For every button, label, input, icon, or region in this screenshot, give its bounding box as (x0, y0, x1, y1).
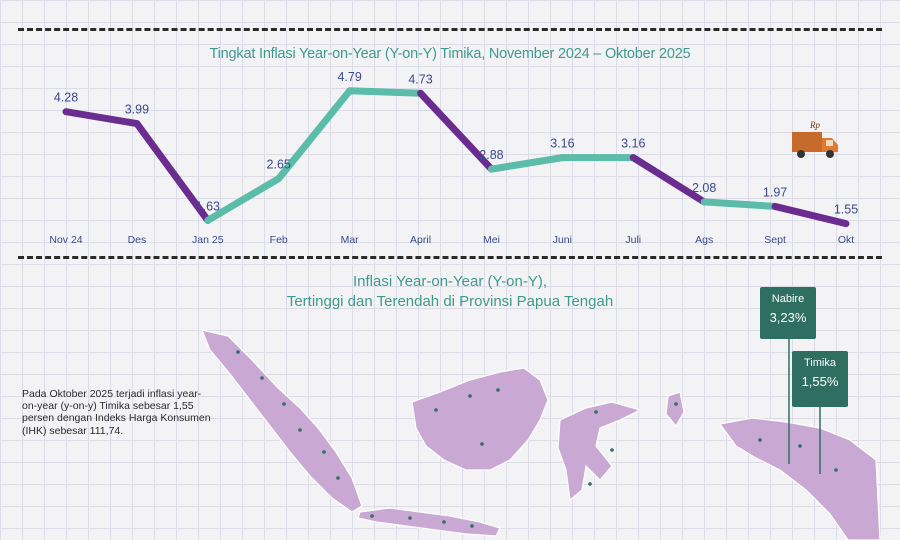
callout-nabire-value: 3,23% (769, 310, 807, 325)
data-label: 2.88 (479, 148, 503, 162)
map-title-line2: Tertinggi dan Terendah di Provinsi Papua… (286, 293, 614, 310)
line-segment (771, 202, 850, 228)
city-dot (496, 388, 500, 392)
callout-nabire-name: Nabire (771, 293, 805, 305)
line-segment (133, 120, 212, 224)
data-label: 4.79 (337, 70, 361, 84)
city-dot (758, 438, 762, 442)
inflation-description: Pada Oktober 2025 terjadi inflasi year-o… (22, 388, 211, 437)
line-segment (62, 108, 141, 128)
map-title: Inflasi Year-on-Year (Y-on-Y), Tertinggi… (0, 272, 900, 312)
city-dot (434, 408, 438, 412)
data-label: 1.55 (834, 203, 858, 217)
map-title-line1: Inflasi Year-on-Year (Y-on-Y), (352, 273, 547, 290)
x-tick-label: Des (128, 234, 147, 246)
callout-timika-value: 1,55% (801, 374, 839, 389)
city-dot (834, 468, 838, 472)
x-tick-label: April (410, 234, 431, 246)
java-island (357, 507, 501, 537)
data-label: 1.97 (763, 185, 787, 199)
papua-island (718, 417, 881, 540)
x-tick-label: Mar (341, 234, 360, 246)
chart-title: Tingkat Inflasi Year-on-Year (Y-on-Y) Ti… (209, 46, 691, 62)
x-tick-label: Ags (695, 234, 713, 246)
data-label: 1.63 (196, 199, 220, 213)
data-label: 2.08 (692, 181, 716, 195)
city-dot (322, 450, 326, 454)
city-dot (588, 482, 592, 486)
line-segment (487, 154, 566, 173)
delivery-truck-icon: Rp (792, 120, 838, 158)
line-segment (700, 198, 779, 210)
city-dot (480, 442, 484, 446)
callout-nabire: Nabire 3,23% (760, 287, 816, 339)
x-tick-label: Okt (838, 234, 854, 246)
divider-middle (18, 256, 882, 259)
x-tick-label: Juli (625, 234, 641, 246)
city-dot (610, 448, 614, 452)
city-dot (468, 394, 472, 398)
data-label: 4.28 (54, 91, 78, 105)
city-dot (236, 350, 240, 354)
callout-timika-name: Timika (804, 357, 836, 369)
city-dot (674, 402, 678, 406)
city-dot (798, 444, 802, 448)
line-segment (204, 175, 283, 224)
divider-top (18, 28, 882, 31)
line-segment (629, 154, 708, 206)
data-label: 2.65 (267, 158, 291, 172)
x-tick-label: Nov 24 (49, 234, 82, 246)
line-segment (417, 89, 495, 173)
x-tick-label: Mei (483, 234, 500, 246)
x-tick-label: Jan 25 (192, 234, 224, 246)
data-label: 3.99 (125, 103, 149, 117)
data-label: 3.16 (621, 137, 645, 151)
city-dot (442, 520, 446, 524)
sumatra-island (201, 329, 363, 513)
city-dot (470, 524, 474, 528)
city-dot (260, 376, 264, 380)
line-segment (346, 87, 425, 97)
city-dot (408, 516, 412, 520)
city-dot (282, 402, 286, 406)
data-label: 4.73 (408, 72, 432, 86)
line-chart: 4.28 Nov 24 3.99 Des 1.63 Jan 25 2.65 Feb 4.79 Ma… (49, 70, 858, 246)
maluku-islands (665, 391, 685, 428)
x-tick-label: Juni (553, 234, 572, 246)
city-dot (336, 476, 340, 480)
city-dot (298, 428, 302, 432)
data-label: 3.16 (550, 137, 574, 151)
truck-rp-label: Rp (809, 120, 820, 130)
x-tick-label: Feb (270, 234, 288, 246)
city-dot (370, 514, 374, 518)
sulawesi-island (557, 401, 642, 502)
line-segment (275, 87, 354, 183)
x-tick-label: Sept (764, 234, 786, 246)
city-dot (594, 410, 598, 414)
callout-timika: Timika 1,55% (792, 351, 848, 407)
kalimantan-island (411, 367, 549, 471)
